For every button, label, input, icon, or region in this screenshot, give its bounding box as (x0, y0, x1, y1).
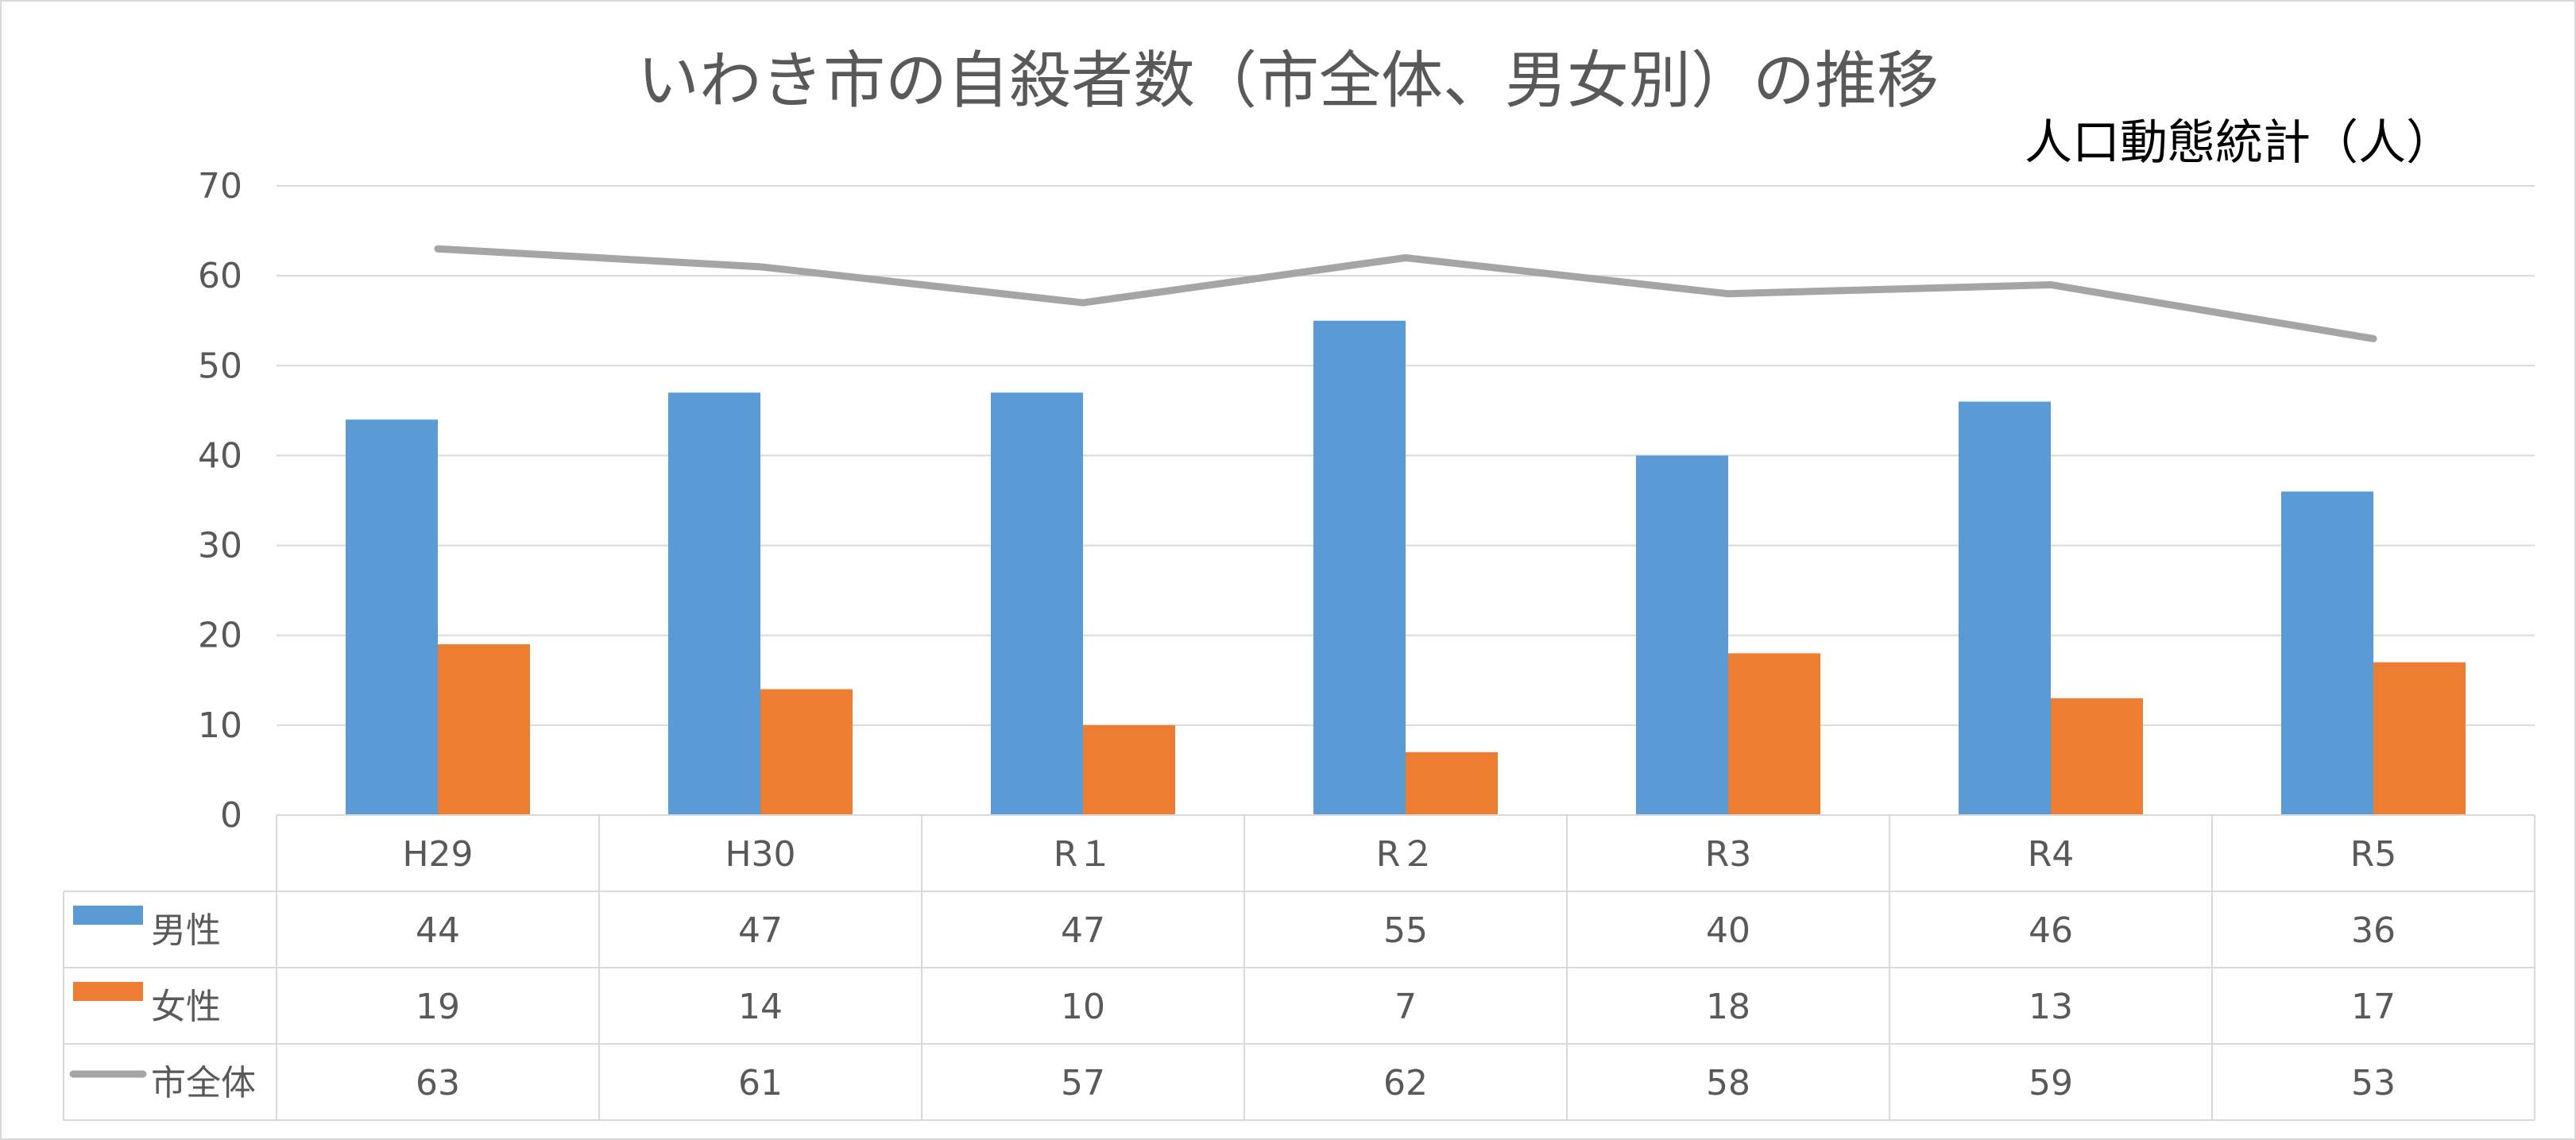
total-line (434, 245, 2377, 342)
bar-male (991, 392, 1083, 815)
y-tick-label: 10 (198, 705, 242, 746)
category-label: H29 (402, 834, 473, 875)
bar-male (1313, 320, 1406, 815)
data-label: 44 (416, 910, 460, 951)
data-label: 57 (1061, 1063, 1105, 1103)
legend-key (73, 906, 143, 925)
data-table: H29 H30 R１ R２ R3 R4 R5 男性 44 47 47 55 40 46 36 女性 19 14 10… (63, 814, 2535, 1121)
data-label: 14 (738, 987, 783, 1027)
data-label: 18 (1706, 987, 1750, 1027)
data-label: 10 (1061, 987, 1105, 1027)
bar-female (1083, 725, 1175, 815)
line-total (434, 245, 2377, 342)
data-label: 17 (2351, 987, 2396, 1027)
bar-female (438, 644, 530, 815)
legend-key (73, 982, 143, 1001)
data-label: 7 (1394, 987, 1417, 1027)
bar-female (760, 689, 853, 815)
bar-female (1728, 653, 1820, 815)
data-label: 36 (2351, 910, 2396, 951)
category-label: R２ (1376, 834, 1436, 875)
data-label: 55 (1383, 910, 1428, 951)
data-label: 53 (2351, 1063, 2396, 1103)
bars (346, 320, 2466, 815)
legend-label: 男性 (151, 910, 221, 951)
bar-male (1959, 401, 2051, 815)
y-tick-label: 20 (198, 616, 242, 656)
data-label: 63 (416, 1063, 460, 1103)
bar-male (1636, 455, 1728, 815)
y-tick-label: 50 (198, 346, 242, 386)
y-axis-ticks: 0 10 20 30 40 50 60 70 (198, 166, 242, 836)
y-tick-label: 70 (198, 166, 242, 207)
data-label: 47 (738, 910, 783, 951)
data-label: 59 (2029, 1063, 2073, 1103)
legend-label: 市全体 (151, 1063, 256, 1103)
category-label: R4 (2028, 834, 2075, 875)
category-label: H30 (725, 834, 795, 875)
bar-female (2373, 662, 2466, 815)
bar-male (346, 419, 438, 815)
bar-male (668, 392, 760, 815)
y-tick-label: 30 (198, 526, 242, 566)
data-label: 58 (1706, 1063, 1750, 1103)
y-tick-label: 0 (220, 795, 242, 836)
data-label: 13 (2029, 987, 2073, 1027)
data-label: 61 (738, 1063, 783, 1103)
source-label: 人口動態統計（人） (2025, 115, 2454, 171)
data-label: 62 (1383, 1063, 1428, 1103)
y-tick-label: 60 (198, 256, 242, 296)
data-label: 47 (1061, 910, 1105, 951)
category-label: R5 (2350, 834, 2397, 875)
data-label: 40 (1706, 910, 1750, 951)
legend-label: 女性 (151, 987, 221, 1027)
chart-title: いわき市の自殺者数（市全体、男女別）の推移 (637, 45, 1939, 117)
data-label: 46 (2029, 910, 2073, 951)
category-label: R3 (1705, 834, 1752, 875)
category-label: R１ (1054, 834, 1113, 875)
bar-female (2051, 698, 2143, 815)
y-tick-label: 40 (198, 435, 242, 476)
bar-male (2281, 491, 2373, 815)
data-label: 19 (416, 987, 460, 1027)
bar-female (1406, 752, 1498, 815)
